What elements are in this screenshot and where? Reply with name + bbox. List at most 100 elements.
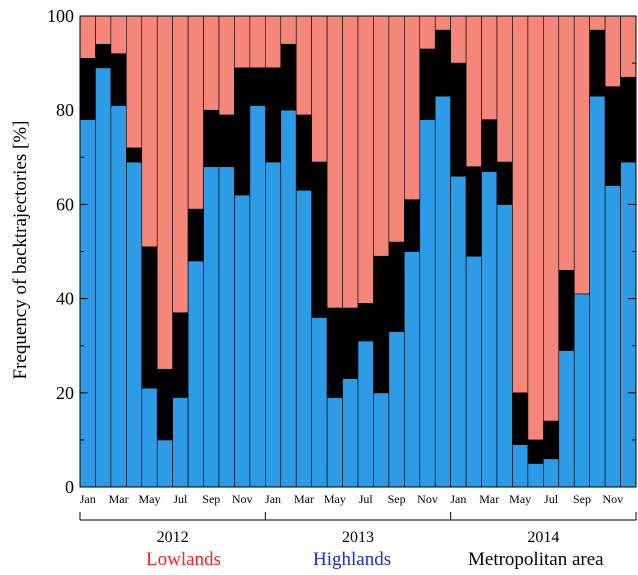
- bar-metropolitan-area-5: [156, 368, 173, 441]
- bar-lowlands-19: [373, 15, 390, 257]
- bar-lowlands-14: [295, 15, 312, 116]
- bar-highlands-17: [342, 378, 359, 488]
- y-tick-label-100: 100: [47, 6, 74, 26]
- bar-highlands-16: [326, 397, 343, 488]
- bar-lowlands-27: [496, 15, 513, 163]
- y-tick-label-80: 80: [56, 100, 74, 120]
- year-label-2013: 2013: [342, 529, 374, 546]
- bar-highlands-2: [110, 105, 127, 488]
- bar-lowlands-32: [573, 15, 590, 295]
- y-tick-label-60: 60: [56, 194, 74, 214]
- bar-metropolitan-area-20: [388, 241, 405, 332]
- bar-highlands-30: [543, 458, 560, 488]
- bar-lowlands-33: [589, 15, 606, 31]
- x-tick-label-20: Sep: [388, 492, 406, 506]
- y-axis: 0 20 40 60 80 100: [47, 6, 636, 497]
- bar-lowlands-0: [79, 15, 96, 59]
- bar-lowlands-29: [527, 15, 544, 441]
- bar-highlands-4: [141, 387, 158, 488]
- bar-highlands-25: [465, 255, 482, 488]
- bar-lowlands-9: [218, 15, 235, 116]
- bar-metropolitan-area-23: [434, 29, 451, 97]
- bar-metropolitan-area-30: [543, 420, 560, 460]
- bar-highlands-18: [357, 340, 374, 488]
- bar-highlands-8: [203, 166, 220, 488]
- bar-highlands-27: [496, 204, 513, 488]
- bar-highlands-31: [558, 350, 575, 488]
- bar-lowlands-16: [326, 15, 343, 309]
- bar-highlands-23: [434, 95, 451, 488]
- x-tick-label-28: May: [509, 492, 531, 506]
- y-axis-label: Frequency of backtrajectories [%]: [10, 120, 31, 379]
- bar-highlands-21: [404, 251, 421, 488]
- bar-lowlands-23: [434, 15, 451, 31]
- bar-lowlands-10: [234, 15, 251, 69]
- bar-metropolitan-area-13: [280, 43, 297, 111]
- bar-lowlands-22: [419, 15, 436, 50]
- x-tick-label-32: Sep: [573, 492, 591, 506]
- y-tick-label-20: 20: [56, 383, 74, 403]
- x-tick-label-2: Mar: [109, 492, 129, 506]
- bar-lowlands-11: [249, 15, 266, 69]
- bar-lowlands-4: [141, 15, 158, 248]
- bar-lowlands-8: [203, 15, 220, 111]
- bar-metropolitan-area-25: [465, 166, 482, 257]
- bar-highlands-28: [512, 444, 529, 488]
- y-tick-label-0: 0: [65, 477, 74, 497]
- bar-lowlands-5: [156, 15, 173, 370]
- legend-highlands: Highlands: [313, 549, 392, 570]
- bar-lowlands-30: [543, 15, 560, 422]
- x-tick-label-14: Mar: [294, 492, 314, 506]
- bar-lowlands-17: [342, 15, 359, 309]
- bar-metropolitan-area-34: [604, 86, 621, 186]
- bar-lowlands-35: [620, 15, 637, 78]
- bar-lowlands-18: [357, 15, 374, 304]
- bar-metropolitan-area-7: [187, 208, 204, 262]
- x-tick-label-16: May: [324, 492, 346, 506]
- bar-lowlands-31: [558, 15, 575, 271]
- bar-highlands-14: [295, 189, 312, 488]
- bar-highlands-32: [573, 293, 590, 488]
- bar-metropolitan-area-26: [481, 119, 498, 172]
- bar-metropolitan-area-11: [249, 67, 266, 106]
- bar-metropolitan-area-19: [373, 255, 390, 394]
- year-label-2014: 2014: [527, 529, 559, 546]
- bar-metropolitan-area-2: [110, 53, 127, 106]
- bar-metropolitan-area-17: [342, 307, 359, 379]
- bar-lowlands-24: [450, 15, 467, 64]
- bar-highlands-33: [589, 95, 606, 488]
- bar-highlands-9: [218, 166, 235, 488]
- bar-highlands-12: [265, 161, 282, 488]
- bar-highlands-35: [620, 161, 637, 488]
- x-tick-label-34: Nov: [602, 492, 623, 506]
- bar-metropolitan-area-16: [326, 307, 343, 398]
- bar-highlands-29: [527, 463, 544, 488]
- bar-metropolitan-area-33: [589, 29, 606, 97]
- bar-metropolitan-area-9: [218, 114, 235, 168]
- bars-layer: [79, 15, 637, 488]
- bar-metropolitan-area-1: [95, 43, 112, 69]
- bar-lowlands-21: [404, 15, 421, 200]
- bar-highlands-34: [604, 185, 621, 488]
- bar-metropolitan-area-10: [234, 67, 251, 196]
- bar-metropolitan-area-27: [496, 161, 513, 205]
- bar-highlands-0: [79, 119, 96, 488]
- x-tick-label-6: Jul: [173, 492, 188, 506]
- bar-metropolitan-area-3: [126, 147, 143, 163]
- bar-highlands-6: [172, 397, 189, 488]
- bar-highlands-7: [187, 260, 204, 488]
- year-label-2012: 2012: [157, 529, 189, 546]
- bar-metropolitan-area-35: [620, 76, 637, 163]
- x-tick-label-4: May: [139, 492, 161, 506]
- bar-metropolitan-area-22: [419, 48, 436, 120]
- bar-highlands-13: [280, 109, 297, 488]
- x-tick-label-0: Jan: [80, 492, 96, 506]
- legend-lowlands: Lowlands: [146, 549, 221, 570]
- bar-metropolitan-area-14: [295, 114, 312, 191]
- x-axis: Jan Mar May Jul Sep Nov Jan Mar May Jul Sep Nov Jan M…: [80, 492, 623, 506]
- bar-lowlands-2: [110, 15, 127, 54]
- bar-lowlands-3: [126, 15, 143, 149]
- bar-metropolitan-area-24: [450, 62, 467, 177]
- x-tick-label-24: Jan: [450, 492, 466, 506]
